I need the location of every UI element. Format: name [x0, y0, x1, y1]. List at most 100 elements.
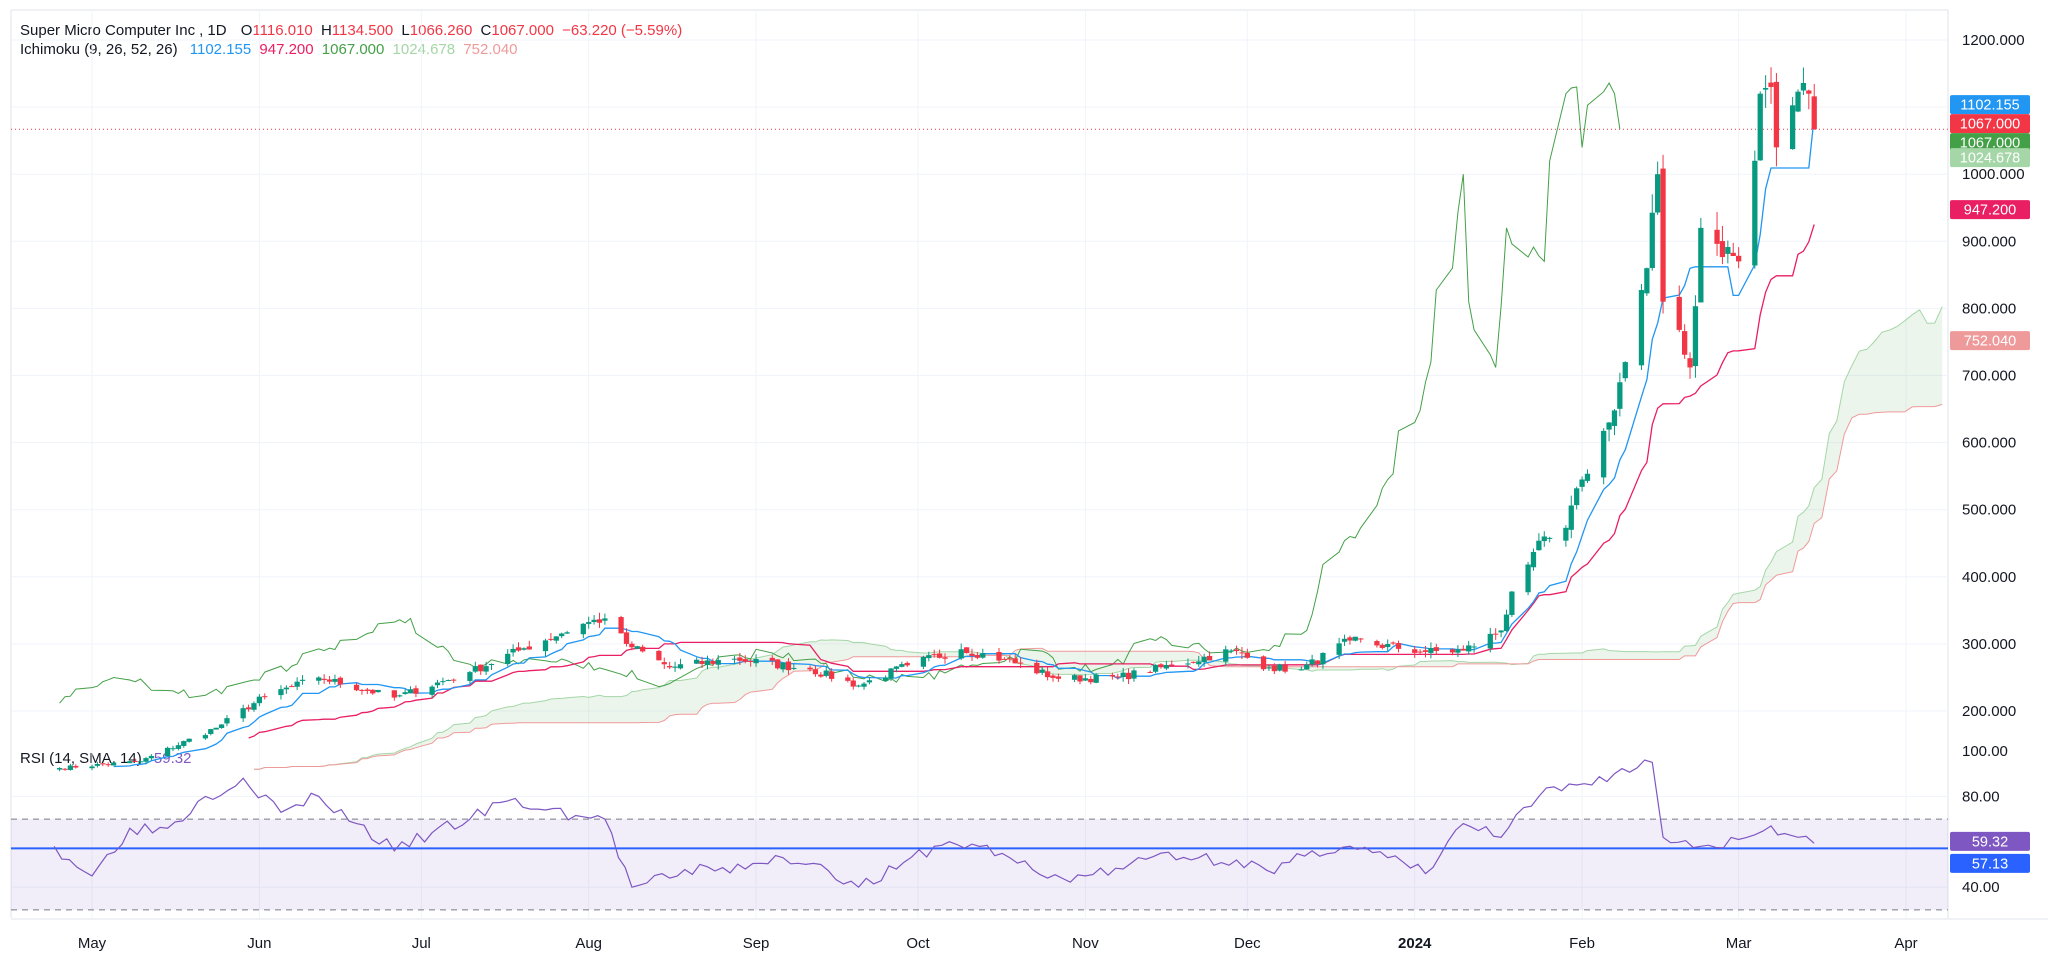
ichimoku-legend[interactable]: Ichimoku (9, 26, 52, 26) 1102.155 947.20…: [20, 41, 522, 58]
candle[interactable]: [1347, 635, 1353, 645]
candle[interactable]: [1433, 643, 1439, 655]
candle[interactable]: [715, 655, 721, 670]
candle[interactable]: [208, 728, 214, 736]
candle[interactable]: [1525, 561, 1531, 596]
candle[interactable]: [1385, 639, 1391, 652]
candle[interactable]: [407, 686, 414, 694]
candle[interactable]: [1530, 548, 1537, 571]
candle[interactable]: [256, 694, 262, 707]
candle[interactable]: [1789, 97, 1796, 150]
candle[interactable]: [89, 764, 95, 771]
candle[interactable]: [505, 649, 511, 667]
candle[interactable]: [515, 642, 522, 652]
candle[interactable]: [791, 663, 797, 670]
candle[interactable]: [1071, 673, 1078, 683]
candle[interactable]: [850, 677, 856, 690]
candle[interactable]: [94, 761, 101, 768]
candle[interactable]: [775, 659, 781, 670]
candle[interactable]: [737, 652, 743, 666]
candle[interactable]: [1282, 660, 1288, 674]
candle[interactable]: [1077, 675, 1083, 685]
candle[interactable]: [251, 701, 257, 712]
candle[interactable]: [699, 656, 705, 669]
candle[interactable]: [1271, 663, 1277, 675]
candle[interactable]: [931, 649, 937, 658]
candle[interactable]: [1044, 666, 1051, 681]
candle[interactable]: [526, 640, 532, 650]
candle[interactable]: [731, 655, 738, 665]
candle[interactable]: [969, 648, 975, 661]
candle[interactable]: [861, 681, 867, 690]
candle[interactable]: [353, 682, 360, 692]
candle[interactable]: [1455, 645, 1461, 657]
candle[interactable]: [245, 704, 252, 712]
candle[interactable]: [1223, 645, 1229, 666]
candle[interactable]: [434, 679, 441, 689]
candle[interactable]: [488, 663, 495, 671]
candle[interactable]: [1298, 666, 1304, 671]
candle[interactable]: [1417, 649, 1423, 655]
candle[interactable]: [1196, 655, 1202, 667]
candle[interactable]: [321, 674, 327, 684]
candle[interactable]: [1493, 628, 1499, 640]
candle[interactable]: [1277, 663, 1283, 672]
symbol-name[interactable]: Super Micro Computer Inc: [20, 22, 196, 39]
candle[interactable]: [591, 615, 597, 625]
candle[interactable]: [1719, 225, 1726, 265]
candle[interactable]: [1563, 525, 1569, 547]
candle[interactable]: [170, 745, 176, 752]
candle[interactable]: [148, 754, 155, 761]
candle[interactable]: [1341, 634, 1348, 646]
candle[interactable]: [1244, 648, 1250, 659]
candle[interactable]: [1201, 653, 1207, 667]
candle[interactable]: [936, 649, 943, 659]
candle[interactable]: [1336, 637, 1342, 659]
candle[interactable]: [980, 648, 986, 659]
candle[interactable]: [1185, 658, 1191, 669]
candle[interactable]: [1163, 660, 1169, 671]
candle[interactable]: [1687, 352, 1693, 379]
candle[interactable]: [1412, 646, 1418, 658]
candle[interactable]: [1374, 639, 1380, 648]
candle[interactable]: [294, 677, 300, 691]
candle[interactable]: [1736, 247, 1742, 269]
candle[interactable]: [1206, 651, 1213, 661]
candle[interactable]: [1471, 643, 1477, 653]
candle[interactable]: [1547, 536, 1553, 543]
candle[interactable]: [110, 762, 117, 766]
candle[interactable]: [1676, 285, 1682, 333]
candle[interactable]: [618, 615, 624, 634]
candle[interactable]: [1487, 627, 1493, 653]
candle[interactable]: [67, 763, 74, 771]
candle[interactable]: [742, 655, 748, 664]
candle[interactable]: [926, 651, 932, 662]
candle[interactable]: [1007, 655, 1013, 663]
candle[interactable]: [359, 688, 365, 695]
candle[interactable]: [996, 648, 1002, 664]
candle[interactable]: [1304, 661, 1310, 670]
candle[interactable]: [963, 647, 970, 654]
candle[interactable]: [483, 661, 489, 676]
candle[interactable]: [1773, 73, 1780, 167]
candle[interactable]: [640, 644, 646, 653]
candle[interactable]: [1638, 283, 1645, 371]
candle[interactable]: [326, 675, 333, 685]
candle[interactable]: [1309, 654, 1315, 667]
candle[interactable]: [1422, 645, 1429, 658]
candle[interactable]: [181, 740, 187, 748]
candle[interactable]: [1584, 469, 1591, 484]
candle[interactable]: [1752, 150, 1758, 269]
candle[interactable]: [564, 630, 570, 634]
candle[interactable]: [375, 689, 381, 693]
candle[interactable]: [1762, 75, 1769, 108]
candle[interactable]: [1093, 672, 1099, 684]
candle[interactable]: [478, 664, 484, 675]
candle[interactable]: [1001, 657, 1008, 660]
candle[interactable]: [958, 643, 964, 661]
candle[interactable]: [467, 670, 473, 684]
candle[interactable]: [62, 768, 68, 771]
candle[interactable]: [440, 677, 446, 686]
candle[interactable]: [1536, 533, 1542, 551]
candle[interactable]: [812, 665, 819, 677]
candle[interactable]: [667, 661, 673, 670]
